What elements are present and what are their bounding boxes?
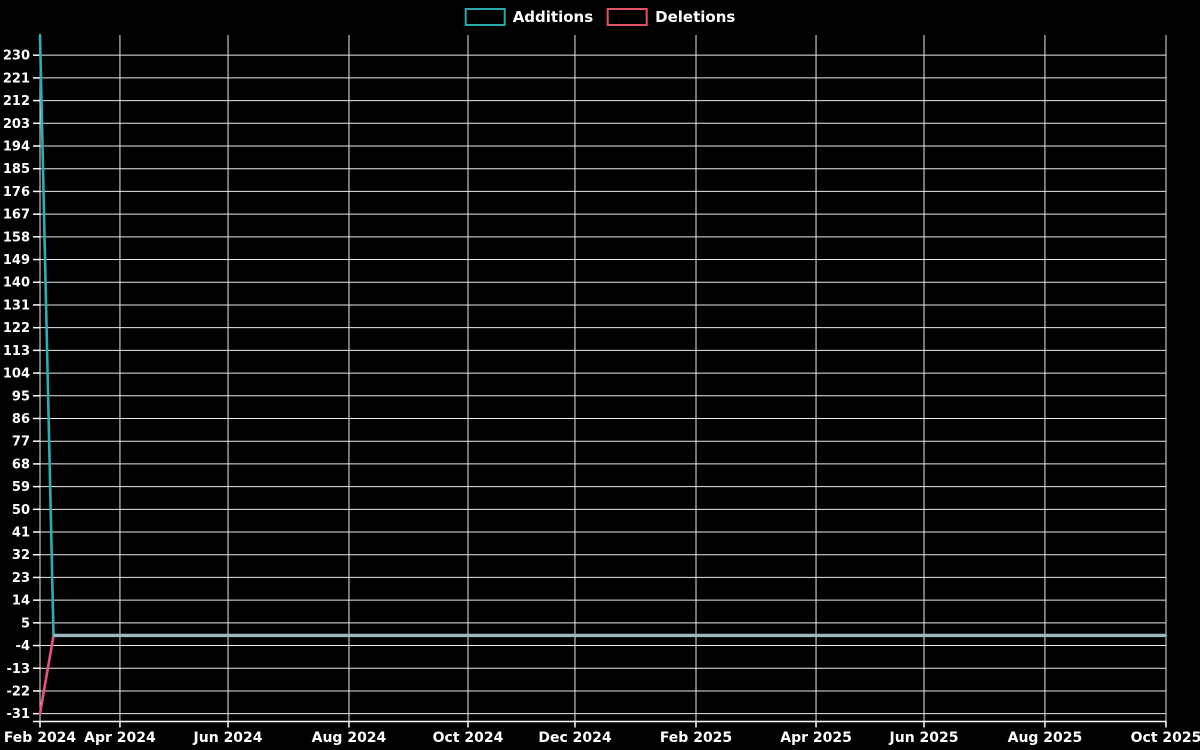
additions-swatch-icon <box>464 8 506 26</box>
y-tick-label: 185 <box>3 162 30 177</box>
y-tick-label: 149 <box>3 253 30 268</box>
y-tick-label: 86 <box>12 412 30 427</box>
y-tick-label: 167 <box>3 208 30 223</box>
x-tick-label: Apr 2025 <box>780 730 852 746</box>
y-tick-label: 23 <box>12 571 30 586</box>
legend-label-deletions: Deletions <box>655 8 736 26</box>
x-tick-label: Dec 2024 <box>538 730 612 746</box>
y-tick-label: 95 <box>12 389 30 404</box>
y-tick-label: -31 <box>7 707 31 722</box>
deletions-swatch-icon <box>607 8 649 26</box>
legend-label-additions: Additions <box>512 8 594 26</box>
y-tick-label: -13 <box>7 662 31 677</box>
series-line-additions <box>38 33 1168 637</box>
y-tick-label: 140 <box>3 276 30 291</box>
x-tick-label: Jun 2025 <box>889 730 959 746</box>
y-tick-label: 113 <box>3 344 30 359</box>
chart-legend: Additions Deletions <box>464 8 735 26</box>
y-tick-label: 158 <box>3 230 30 245</box>
y-tick-label: -22 <box>7 684 31 699</box>
x-tick-label: Oct 2025 <box>1131 730 1200 746</box>
y-tick-label: 104 <box>3 367 30 382</box>
y-tick-label: 32 <box>12 548 30 563</box>
y-tick-label: 50 <box>12 503 30 518</box>
y-tick-label: 68 <box>12 457 30 472</box>
legend-item-deletions[interactable]: Deletions <box>607 8 735 26</box>
y-tick-label: 221 <box>3 71 30 86</box>
y-tick-label: 194 <box>3 140 30 155</box>
legend-item-additions[interactable]: Additions <box>464 8 594 26</box>
y-tick-label: 59 <box>12 480 30 495</box>
x-tick-label: Oct 2024 <box>433 730 504 746</box>
x-tick-label: Aug 2024 <box>312 730 387 746</box>
y-tick-label: 203 <box>3 117 30 132</box>
y-tick-label: 230 <box>3 49 30 64</box>
y-tick-label: 131 <box>3 298 30 313</box>
y-tick-label: 5 <box>21 616 30 631</box>
x-tick-label: Aug 2025 <box>1008 730 1083 746</box>
y-tick-label: 14 <box>12 594 30 609</box>
y-tick-label: 122 <box>3 321 30 336</box>
y-tick-label: 212 <box>3 94 30 109</box>
x-tick-label: Feb 2025 <box>660 730 732 746</box>
y-tick-label: -4 <box>16 639 30 654</box>
y-tick-label: 77 <box>12 435 30 450</box>
series-line-deletions <box>38 634 1168 715</box>
x-tick-label: Apr 2024 <box>84 730 156 746</box>
y-tick-label: 41 <box>12 526 30 541</box>
x-tick-label: Feb 2024 <box>4 730 77 746</box>
y-tick-label: 176 <box>3 185 30 200</box>
x-tick-label: Jun 2024 <box>193 730 263 746</box>
